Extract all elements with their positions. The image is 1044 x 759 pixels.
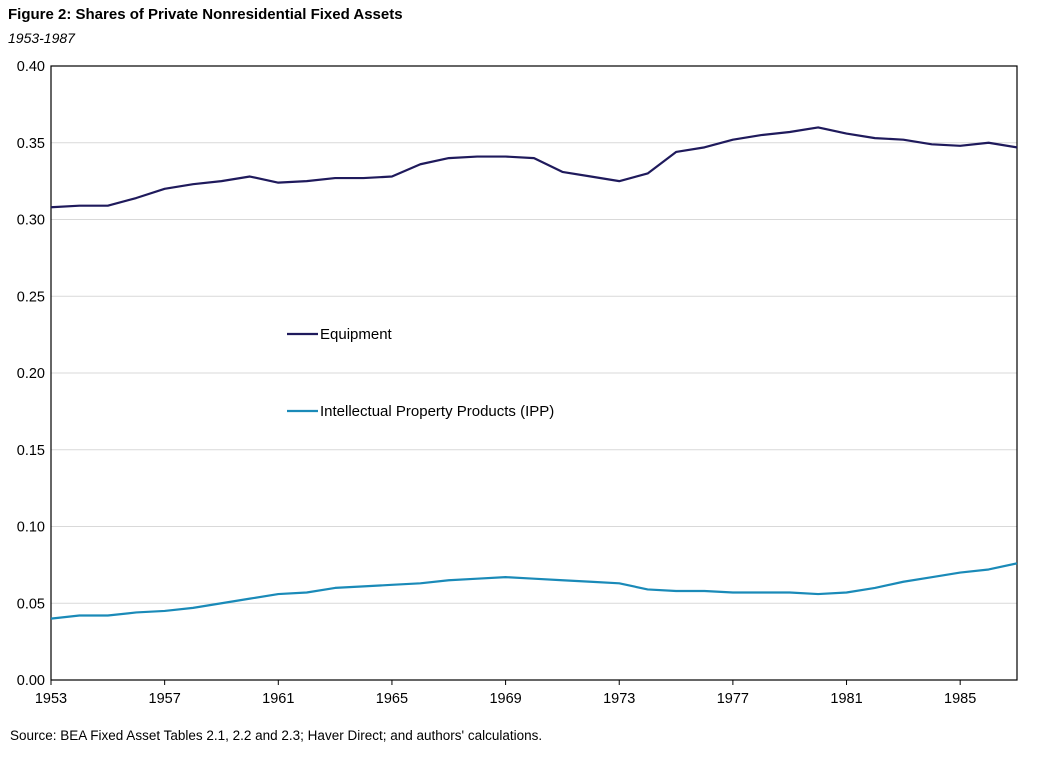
y-tick-label: 0.30 [17,213,45,229]
y-tick-label: 0.35 [17,136,45,152]
series-lines [50,126,1018,620]
x-tick-label: 1981 [830,691,862,707]
x-tick-label: 1973 [603,691,635,707]
x-tick-label: 1961 [262,691,294,707]
legend: Equipment Intellectual Property Products … [287,326,554,420]
x-tick-label: 1957 [149,691,181,707]
gridlines [51,142,1017,604]
x-tick-label: 1969 [489,691,521,707]
plot-frame [50,65,1018,681]
y-tick-label: 0.10 [17,520,45,536]
y-tick-label: 0.20 [17,366,45,382]
series-line-ipp [50,562,1018,620]
y-tick-label: 0.15 [17,443,45,459]
x-tick-label: 1953 [35,691,67,707]
y-tick-label: 0.25 [17,289,45,305]
source-note: Source: BEA Fixed Asset Tables 2.1, 2.2 … [10,728,543,743]
x-tick-label: 1977 [717,691,749,707]
y-tick-label: 0.05 [17,596,45,612]
y-tick-label: 0.40 [17,59,45,75]
legend-label: Equipment [320,326,393,343]
x-axis-ticks: 1953 1957 1961 1965 1969 1973 1977 1981 1985 [35,680,976,707]
x-tick-label: 1985 [944,691,976,707]
legend-label: Intellectual Property Products (IPP) [320,403,554,420]
chart-title: Figure 2: Shares of Private Nonresidenti… [8,6,403,23]
y-axis-ticks: 0.00 0.05 0.10 0.15 0.20 0.25 0.30 0.35 0.40 [17,59,45,689]
chart-subtitle: 1953-1987 [8,30,75,46]
y-tick-label: 0.00 [17,673,45,689]
x-tick-label: 1965 [376,691,408,707]
series-line-equipment [50,126,1018,209]
